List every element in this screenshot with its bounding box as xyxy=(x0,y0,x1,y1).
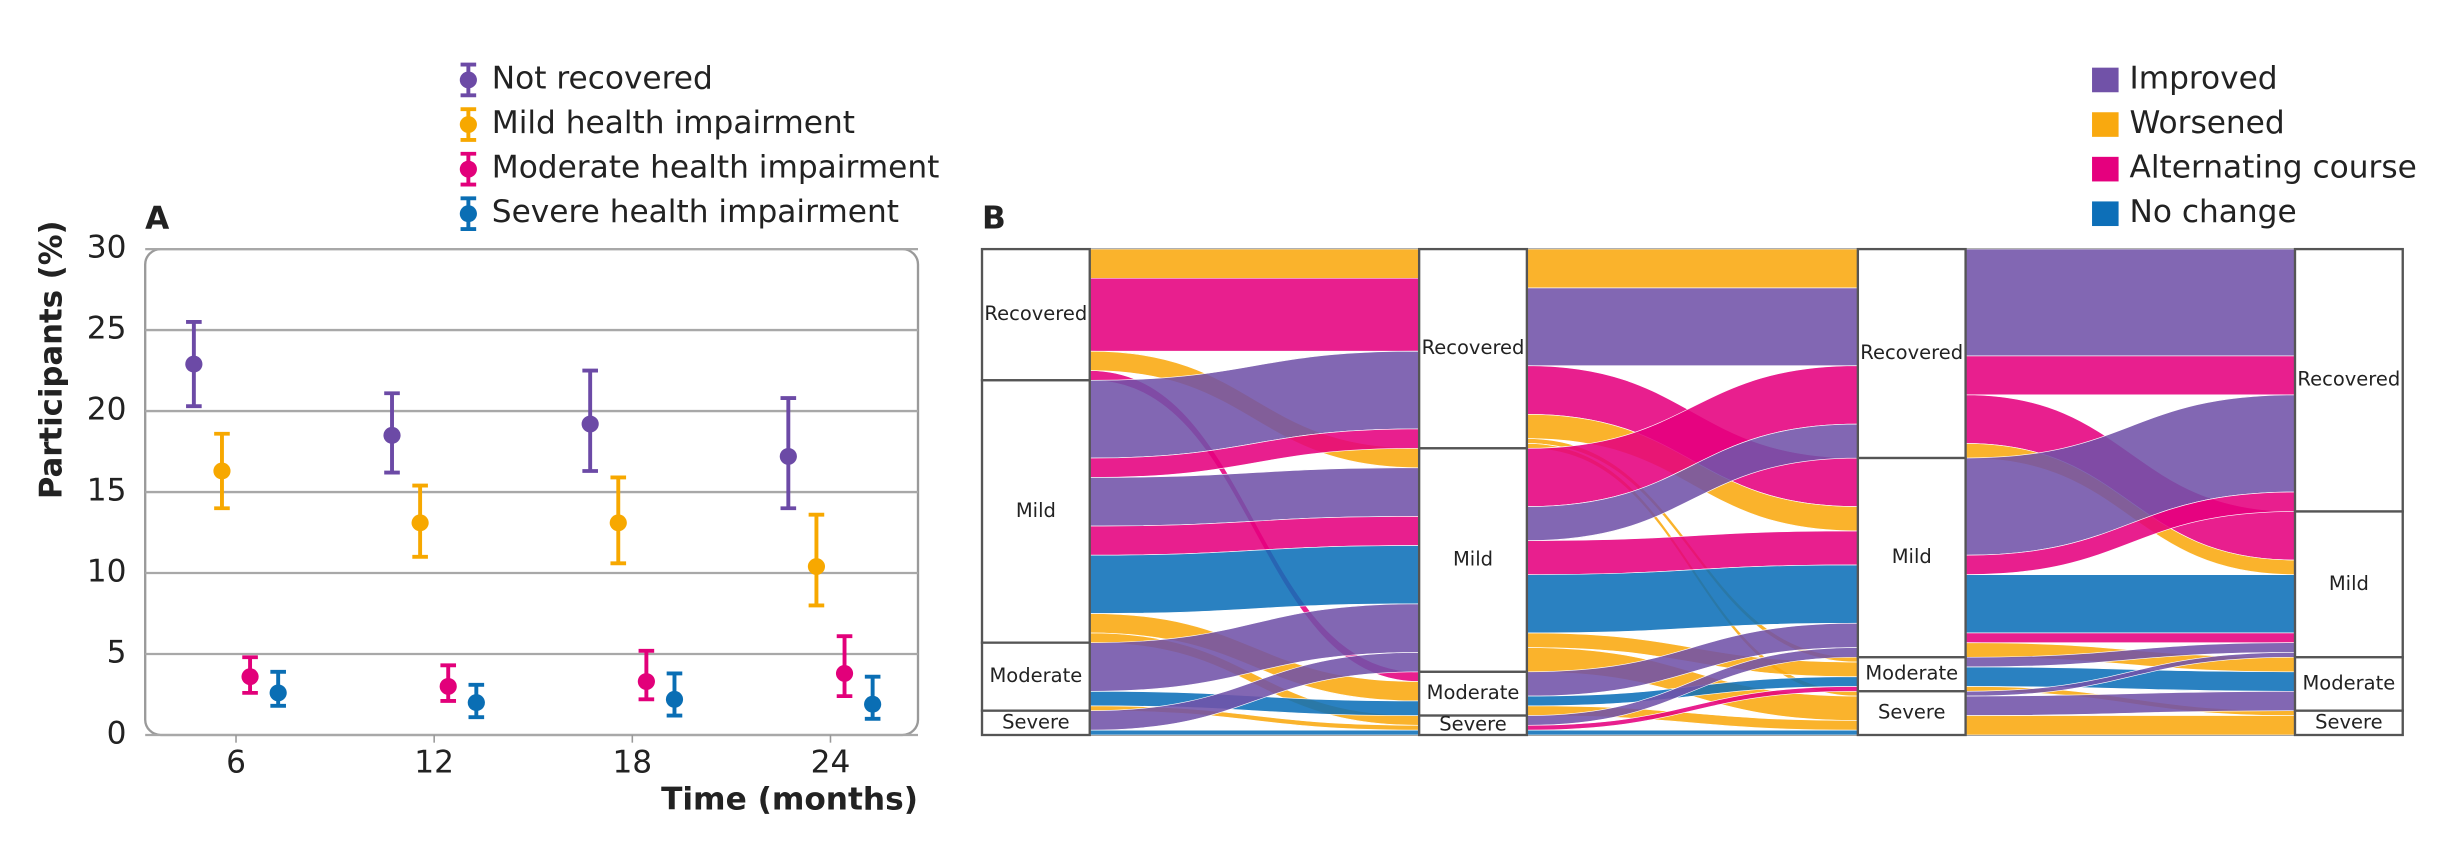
node-label: Mild xyxy=(1892,545,1932,568)
node-label: Mild xyxy=(1016,499,1056,522)
point xyxy=(609,514,627,532)
point xyxy=(185,355,203,373)
y-tick-label: 0 xyxy=(107,716,127,752)
legend-label: Worsened xyxy=(2130,105,2285,141)
x-axis-title: Time (months) xyxy=(661,782,918,818)
flow xyxy=(1089,545,1420,614)
node-label: Severe xyxy=(1002,710,1070,733)
node-label: Moderate xyxy=(1427,681,1520,704)
point xyxy=(864,695,882,713)
node xyxy=(2293,510,2404,659)
point xyxy=(835,664,854,682)
point xyxy=(807,558,826,576)
node-label: Mild xyxy=(1453,548,1493,571)
legend-label: Alternating course xyxy=(2130,150,2417,186)
point xyxy=(411,514,429,532)
legend-label: Severe health impairment xyxy=(492,194,899,230)
legend-label: Improved xyxy=(2130,61,2278,97)
node xyxy=(2293,709,2404,737)
node-label: Severe xyxy=(1878,701,1946,724)
node xyxy=(980,379,1091,644)
node xyxy=(1417,447,1529,673)
x-tick-label: 12 xyxy=(414,745,454,781)
x-tick-label: 6 xyxy=(226,745,246,781)
node-label: Moderate xyxy=(2302,672,2395,695)
node xyxy=(2293,656,2404,712)
point xyxy=(383,426,401,444)
flow xyxy=(1089,277,1420,352)
node-label: Severe xyxy=(1439,713,1507,736)
legend-label: Not recovered xyxy=(492,61,713,97)
y-tick-label: 30 xyxy=(87,230,127,266)
legend-marker xyxy=(459,160,477,178)
point xyxy=(213,462,231,480)
legend-marker xyxy=(459,116,477,134)
flow xyxy=(1965,632,2296,643)
flow xyxy=(1089,729,1420,736)
point xyxy=(241,668,259,686)
legend-label: No change xyxy=(2130,194,2297,230)
y-tick-label: 5 xyxy=(107,635,127,671)
node xyxy=(980,709,1091,737)
legend-label: Mild health impairment xyxy=(492,105,855,141)
panel-label: A xyxy=(145,201,169,237)
x-tick-label: 24 xyxy=(811,745,851,781)
point xyxy=(581,415,599,433)
flow xyxy=(1526,729,1859,736)
legend-swatch xyxy=(2092,156,2119,182)
x-tick-label: 18 xyxy=(612,745,652,781)
legend-swatch xyxy=(2092,67,2119,93)
node xyxy=(1417,670,1529,717)
point xyxy=(779,447,797,465)
y-tick-label: 25 xyxy=(87,311,127,347)
node-label: Moderate xyxy=(989,664,1082,687)
node-label: Recovered xyxy=(1422,336,1525,359)
legend-label: Moderate health impairment xyxy=(492,150,940,186)
flow xyxy=(1965,355,2296,396)
point xyxy=(439,677,457,695)
y-axis-title: Participants (%) xyxy=(33,220,69,499)
point xyxy=(269,684,287,702)
flow xyxy=(1526,248,1859,289)
node-label: Recovered xyxy=(1860,341,1963,364)
flow xyxy=(1526,564,1859,634)
node xyxy=(2293,247,2404,513)
legend-swatch xyxy=(2092,112,2119,137)
point xyxy=(467,694,485,712)
y-tick-label: 10 xyxy=(87,554,127,590)
node-label: Recovered xyxy=(984,302,1087,325)
legend-marker xyxy=(459,205,477,223)
node xyxy=(980,641,1091,712)
node xyxy=(1417,247,1529,450)
node-label: Mild xyxy=(2329,572,2369,595)
flow xyxy=(1965,248,2296,357)
node xyxy=(1856,456,1967,659)
point xyxy=(665,690,684,708)
point xyxy=(637,673,655,690)
node-label: Moderate xyxy=(1865,662,1958,685)
flow xyxy=(1965,715,2296,736)
legend-swatch xyxy=(2092,201,2119,227)
node xyxy=(1417,714,1529,737)
node-label: Severe xyxy=(2315,710,2383,733)
node xyxy=(1856,247,1967,460)
y-tick-label: 15 xyxy=(87,473,127,509)
legend-marker xyxy=(459,71,477,89)
flow xyxy=(1965,574,2296,634)
y-tick-label: 20 xyxy=(87,392,127,428)
flow xyxy=(1089,248,1420,279)
node xyxy=(1856,690,1967,737)
panel-label: B xyxy=(982,201,1006,237)
flow xyxy=(1526,287,1859,367)
node-label: Recovered xyxy=(2297,368,2400,391)
